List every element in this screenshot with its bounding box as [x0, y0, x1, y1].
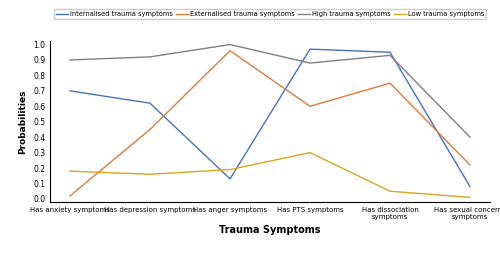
- Legend: Internalised trauma symptoms, Externalised trauma symptoms, High trauma symptoms: Internalised trauma symptoms, Externalis…: [54, 9, 486, 19]
- Y-axis label: Probabilities: Probabilities: [18, 89, 28, 154]
- X-axis label: Trauma Symptoms: Trauma Symptoms: [219, 225, 321, 235]
